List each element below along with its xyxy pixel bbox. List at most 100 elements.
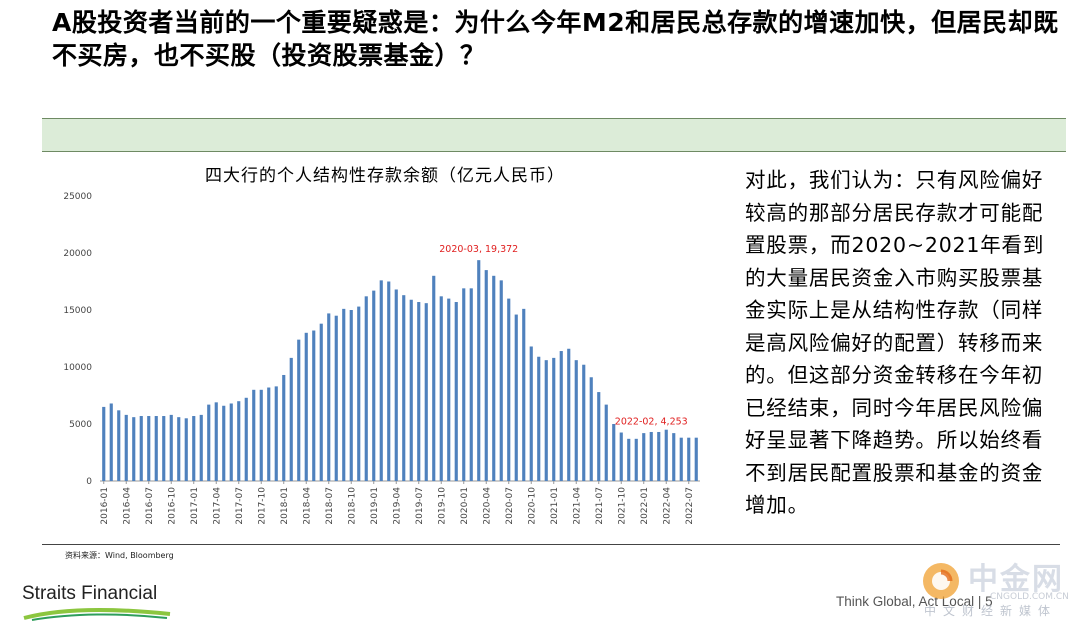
bar	[387, 281, 391, 481]
bar	[664, 429, 668, 481]
page-separator: |	[977, 594, 986, 609]
x-tick-label: 2017-01	[190, 487, 200, 525]
bar	[207, 404, 211, 481]
source-note: 资料来源：Wind, Bloomberg	[65, 551, 174, 560]
bar	[177, 417, 181, 481]
page-number: 5	[985, 594, 993, 609]
bar	[319, 323, 323, 481]
bar	[694, 437, 698, 481]
bar	[642, 433, 646, 481]
bar	[567, 348, 571, 481]
bar	[199, 414, 203, 481]
bar	[507, 298, 511, 481]
bar	[117, 410, 121, 481]
bar	[559, 351, 563, 481]
bar	[634, 438, 638, 481]
footer-divider	[42, 544, 1060, 545]
x-tick-label: 2018-04	[302, 487, 312, 525]
bar	[267, 387, 271, 481]
x-tick-label: 2016-07	[145, 487, 155, 525]
bar	[214, 402, 218, 481]
bar	[334, 315, 338, 481]
bar	[102, 406, 106, 481]
bar	[409, 299, 413, 481]
bar	[477, 260, 481, 481]
bar	[537, 356, 541, 481]
bar	[297, 339, 301, 481]
bar	[274, 386, 278, 481]
x-tick-label: 2020-10	[527, 487, 537, 525]
annotations: 2020-03, 19,372 2022-02, 4,253	[439, 244, 687, 427]
brand-swoosh-icon	[23, 607, 171, 621]
brand-name: Straits Financial	[22, 583, 158, 604]
bar	[229, 403, 233, 481]
bar	[222, 405, 226, 481]
bar	[424, 303, 428, 481]
bar	[304, 332, 308, 481]
bar	[612, 424, 616, 481]
chart-title: 四大行的个人结构性存款余额（亿元人民币）	[205, 166, 565, 186]
bar	[582, 364, 586, 481]
bar	[514, 314, 518, 481]
x-tick-label: 2021-04	[572, 487, 582, 525]
x-tick-label: 2019-04	[392, 487, 402, 525]
x-tick-label: 2022-07	[685, 487, 695, 525]
bar	[372, 290, 376, 481]
bar	[252, 389, 256, 481]
bar	[679, 437, 683, 481]
bar	[169, 414, 173, 481]
bar-series	[102, 260, 698, 481]
x-tick-label: 2018-07	[325, 487, 335, 525]
bar	[244, 397, 248, 481]
bar	[649, 431, 653, 481]
bar	[447, 298, 451, 481]
data-annotation: 2022-02, 4,253	[615, 417, 688, 428]
bar	[282, 374, 286, 481]
bar	[574, 360, 578, 481]
bar	[589, 377, 593, 481]
headline: A股投资者当前的一个重要疑惑是：为什么今年M2和居民总存款的增速加快，但居民却既…	[52, 8, 1059, 70]
y-tick-label: 5000	[69, 420, 92, 430]
y-tick-label: 0	[86, 477, 92, 487]
bar	[432, 275, 436, 481]
bar	[312, 330, 316, 481]
bar	[327, 313, 331, 481]
x-tick-label: 2022-01	[640, 487, 650, 525]
bar	[499, 280, 503, 481]
watermark-url: CNGOLD.COM.CN	[990, 592, 1069, 602]
x-tick-label: 2017-04	[212, 487, 222, 525]
bar	[364, 296, 368, 481]
x-tick-label: 2018-10	[347, 487, 357, 525]
bar	[529, 346, 533, 481]
x-axis: 2016-01 2016-04 2016-07 2016-10 2017-01 2017-…	[100, 480, 700, 525]
bar	[349, 310, 353, 481]
bar	[259, 389, 263, 481]
x-tick-label: 2016-04	[122, 487, 132, 525]
bar	[522, 308, 526, 481]
bar	[147, 416, 151, 481]
bar	[154, 416, 158, 481]
bar	[484, 270, 488, 481]
x-tick-label: 2021-10	[617, 487, 627, 525]
bar	[454, 302, 458, 481]
x-tick-label: 2020-04	[482, 487, 492, 525]
bar	[544, 360, 548, 481]
bar	[162, 416, 166, 481]
bar	[109, 403, 113, 481]
x-tick-label: 2022-04	[662, 487, 672, 525]
y-tick-label: 10000	[63, 363, 92, 373]
bar	[672, 433, 676, 481]
x-tick-label: 2019-10	[437, 487, 447, 525]
bar	[132, 417, 136, 481]
section-band	[42, 118, 1066, 152]
bar	[342, 308, 346, 481]
bar	[357, 306, 361, 481]
data-annotation: 2020-03, 19,372	[439, 244, 518, 255]
bar	[237, 401, 241, 481]
bar	[597, 392, 601, 481]
x-tick-label: 2021-01	[550, 487, 560, 525]
watermark-name: 中金网	[968, 562, 1064, 597]
y-tick-label: 25000	[63, 192, 92, 202]
bar	[469, 288, 473, 481]
